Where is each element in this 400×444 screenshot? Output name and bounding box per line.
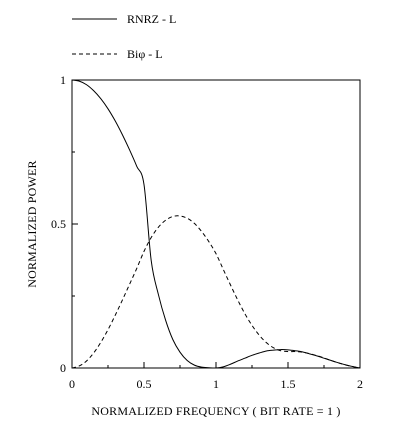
x-tick-label: 0: [69, 377, 75, 391]
y-tick-label: 0.5: [51, 217, 66, 231]
x-tick-label: 1.5: [281, 377, 296, 391]
x-tick-label: 2: [357, 377, 363, 391]
y-tick-label: 1: [60, 73, 66, 87]
legend: RNRZ - L Biφ - L: [72, 12, 176, 61]
x-tick-label: 0.5: [137, 377, 152, 391]
x-axis-ticks: 0 0.5 1 1.5 2: [69, 362, 363, 391]
y-axis-ticks: 00.51: [51, 73, 78, 375]
x-tick-label: 1: [213, 377, 219, 391]
x-axis-label: NORMALIZED FREQUENCY ( BIT RATE = 1 ): [91, 404, 340, 418]
legend-label-biphi-l: Biφ - L: [127, 47, 163, 61]
y-axis-label: NORMALIZED POWER: [25, 160, 39, 288]
series-line-biphi-l: [71, 215, 361, 369]
plot-frame: [71, 79, 361, 369]
series-line-rnrz-l: [71, 79, 361, 369]
legend-label-rnrz-l: RNRZ - L: [127, 12, 176, 26]
series-layer: [71, 79, 361, 369]
y-tick-label: 0: [60, 361, 66, 375]
